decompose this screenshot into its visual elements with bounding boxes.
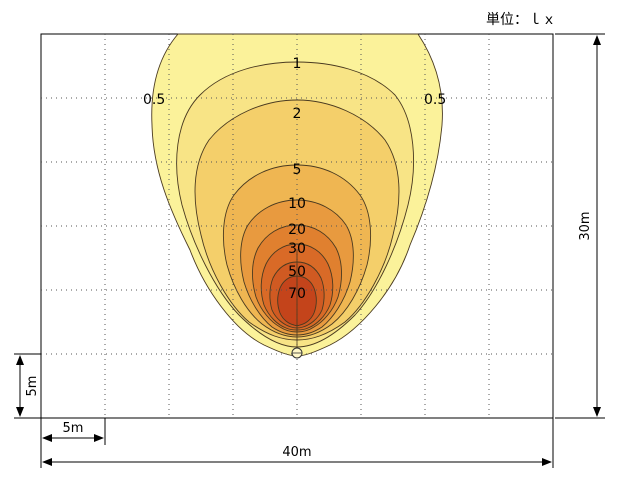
grid-width-label: 5m	[63, 421, 84, 436]
grid-height-dimension: 5m	[14, 353, 41, 419]
label-50: 50	[288, 264, 306, 280]
label-20: 20	[288, 222, 306, 238]
label-5: 5	[293, 162, 302, 178]
grid-height-label: 5m	[25, 376, 40, 397]
luminaire	[291, 250, 303, 359]
grid-width-dimension: 5m	[40, 418, 106, 468]
width-label: 40m	[282, 445, 311, 460]
label-0-5-right: 0.5	[424, 92, 446, 108]
label-1: 1	[293, 56, 302, 72]
contour-labels: 0.5 0.5 1 2 5 10 20 30 50 70	[143, 56, 446, 302]
height-dimension: 30m	[555, 33, 605, 419]
unit-label: 単位：ｌｘ	[486, 12, 556, 28]
label-30: 30	[288, 241, 306, 257]
label-0-5-left: 0.5	[143, 92, 165, 108]
label-70: 70	[288, 286, 306, 302]
label-2: 2	[293, 106, 302, 122]
width-dimension: 40m	[42, 418, 554, 468]
height-label: 30m	[578, 211, 593, 240]
label-10: 10	[288, 196, 306, 212]
